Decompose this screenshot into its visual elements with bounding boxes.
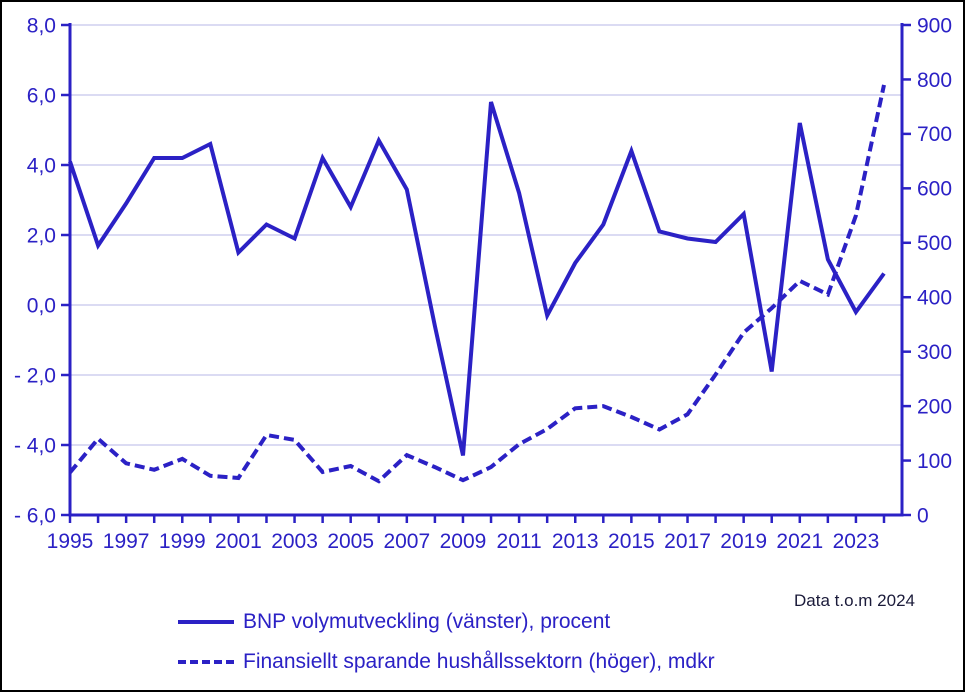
- axes: [68, 23, 904, 517]
- x-axis-tick-label: 2021: [776, 530, 823, 553]
- x-axis-tick-label: 2015: [608, 530, 655, 553]
- data-coverage-note: Data t.o.m 2024: [794, 591, 915, 610]
- legend-item-label: Finansiellt sparande hushållssektorn (hö…: [243, 649, 715, 673]
- x-axis-tick-label: 2019: [720, 530, 767, 553]
- x-axis-tick-label: 2011: [497, 530, 542, 553]
- x-axis-tick-label: 1997: [103, 530, 150, 553]
- dashed-line-swatch-icon: [178, 659, 234, 664]
- left-axis-tick-label: 4,0: [27, 154, 56, 177]
- bnp-line-series: [68, 101, 886, 456]
- chart-svg: 8,0 6,0 4,0 2,0 0,0 - 2,0 - 4,0 - 6,0 900 800 700 6…: [14, 14, 952, 553]
- legend-item-bnp: BNP volymutveckling (vänster), procent: [178, 608, 715, 635]
- right-axis-tick-label: 200: [917, 395, 952, 418]
- x-axis-tick-label: 2001: [215, 530, 262, 553]
- right-axis-tick-label: 100: [917, 450, 952, 473]
- right-axis-tick-label: 800: [917, 69, 952, 92]
- left-axis-tick-label: 6,0: [27, 84, 56, 107]
- x-axis-tick-label: 2003: [271, 530, 318, 553]
- x-axis-tick-label: 2009: [440, 530, 487, 553]
- right-axis-tick-label: 600: [917, 178, 952, 201]
- right-axis-tick-label: 0: [917, 504, 929, 527]
- right-axis-tick-label: 900: [917, 14, 952, 37]
- left-axis-ticks: 8,0 6,0 4,0 2,0 0,0 - 2,0 - 4,0 - 6,0: [14, 14, 70, 527]
- left-axis-tick-label: 2,0: [27, 224, 56, 247]
- legend-item-sparande: Finansiellt sparande hushållssektorn (hö…: [178, 648, 715, 675]
- chart-legend: BNP volymutveckling (vänster), procent F…: [178, 608, 715, 688]
- left-axis-tick-label: - 4,0: [14, 434, 56, 457]
- x-axis-tick-label: 1995: [47, 530, 94, 553]
- x-axis-tick-label: 2023: [833, 530, 880, 553]
- x-axis-tick-label: 2017: [664, 530, 711, 553]
- right-axis-tick-label: 300: [917, 341, 952, 364]
- left-axis-tick-label: 8,0: [27, 14, 56, 37]
- x-axis-tick-label: 2005: [327, 530, 374, 553]
- x-axis-tick-label: 2013: [552, 530, 599, 553]
- right-axis-ticks: 900 800 700 600 500 400 300 200 100 0: [902, 14, 952, 527]
- solid-line-swatch-icon: [178, 619, 234, 624]
- left-axis-tick-label: - 2,0: [14, 364, 56, 387]
- legend-item-label: BNP volymutveckling (vänster), procent: [243, 609, 611, 633]
- right-axis-tick-label: 700: [917, 123, 952, 146]
- y-gridlines: [70, 24, 902, 446]
- right-axis-tick-label: 400: [917, 287, 952, 310]
- x-axis-ticks: 1995 1997 1999 2001 2003 2005 2007 2009 2011 2013…: [47, 515, 886, 553]
- savings-line-series: [68, 84, 886, 484]
- left-axis-tick-label: 0,0: [27, 294, 56, 317]
- left-axis-tick-label: - 6,0: [14, 504, 56, 527]
- x-axis-tick-label: 2007: [383, 530, 430, 553]
- right-axis-tick-label: 500: [917, 232, 952, 255]
- x-axis-tick-label: 1999: [159, 530, 206, 553]
